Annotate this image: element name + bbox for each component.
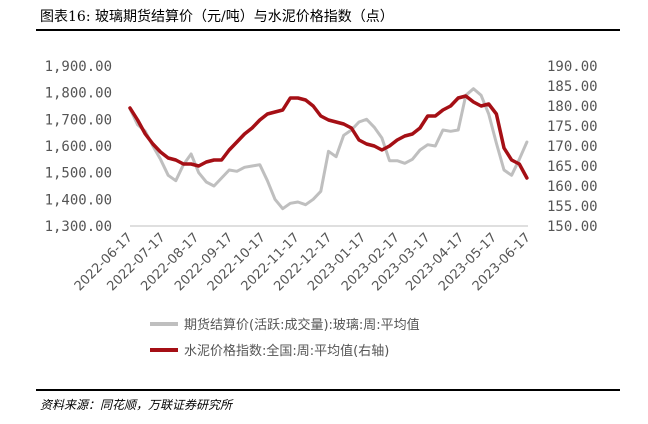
left-axis-tick-label: 1,700.00	[45, 112, 112, 128]
legend-label: 水泥价格指数:全国:周:平均值(右轴)	[184, 343, 389, 359]
title-rule	[36, 29, 620, 31]
right-axis-tick-label: 180.00	[547, 99, 598, 115]
left-axis-tick-label: 1,800.00	[45, 86, 112, 102]
left-axis-tick-label: 1,600.00	[45, 139, 112, 155]
right-axis-tick-label: 155.00	[547, 199, 598, 215]
right-axis-tick-label: 175.00	[547, 119, 598, 135]
glass-futures-line	[128, 87, 529, 211]
right-axis-tick-label: 170.00	[547, 139, 598, 155]
right-axis-tick-label: 190.00	[547, 59, 598, 75]
right-axis-tick-label: 160.00	[547, 179, 598, 195]
chart-title: 图表16: 玻璃期货结算价（元/吨）与水泥价格指数（点）	[40, 9, 394, 25]
left-axis-tick-label: 1,500.00	[45, 166, 112, 182]
cement-index-line	[128, 94, 529, 180]
right-axis-tick-label: 165.00	[547, 159, 598, 175]
legend-label: 期货结算价(活跃:成交量):玻璃:周:平均值	[184, 317, 420, 333]
chart-canvas: 1,300.00 1,400.00 1,500.00 1,600.00 1,700.00…	[45, 59, 598, 359]
right-axis-tick-label: 150.00	[547, 219, 598, 235]
left-axis-tick-label: 1,400.00	[45, 192, 112, 208]
left-axis-tick-label: 1,300.00	[45, 219, 112, 235]
right-axis-tick-label: 185.00	[547, 79, 598, 95]
source-rule	[36, 389, 620, 391]
left-axis-tick-label: 1,900.00	[45, 59, 112, 75]
source-note: 资料来源：同花顺，万联证券研究所	[40, 398, 233, 412]
